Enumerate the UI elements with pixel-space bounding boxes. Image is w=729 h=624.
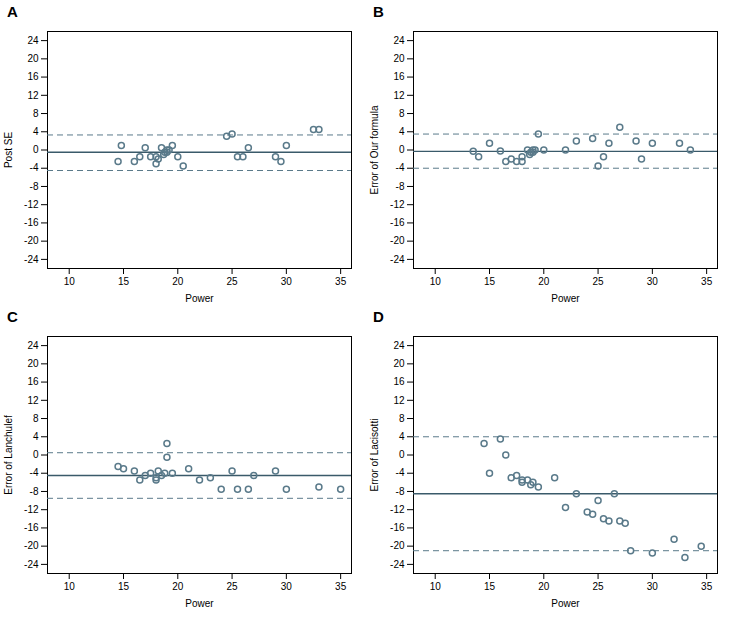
svg-text:-4: -4	[30, 162, 39, 173]
svg-text:Error of Lacisotti: Error of Lacisotti	[369, 419, 380, 492]
svg-text:20: 20	[27, 53, 39, 64]
svg-text:-24: -24	[390, 559, 405, 570]
svg-text:-8: -8	[30, 181, 39, 192]
svg-text:8: 8	[33, 108, 39, 119]
svg-text:12: 12	[27, 90, 39, 101]
html-text:A: A	[7, 3, 18, 20]
svg-text:15: 15	[118, 276, 130, 287]
svg-text:0: 0	[33, 449, 39, 460]
svg-text:-12: -12	[24, 199, 39, 210]
svg-text:20: 20	[538, 581, 550, 592]
svg-text:-20: -20	[390, 235, 405, 246]
svg-text:24: 24	[27, 340, 39, 351]
svg-text:25: 25	[593, 276, 605, 287]
svg-text:-20: -20	[24, 540, 39, 551]
svg-text:24: 24	[27, 35, 39, 46]
svg-text:Error of Our formula: Error of Our formula	[369, 105, 380, 194]
svg-text:0: 0	[33, 144, 39, 155]
svg-text:30: 30	[281, 581, 293, 592]
svg-text:35: 35	[701, 581, 713, 592]
svg-text:-20: -20	[390, 540, 405, 551]
svg-text:24: 24	[393, 340, 405, 351]
svg-text:15: 15	[484, 276, 496, 287]
svg-text:Power: Power	[551, 293, 580, 304]
svg-text:24: 24	[393, 35, 405, 46]
svg-text:30: 30	[647, 581, 659, 592]
html-text:B: B	[373, 3, 384, 20]
svg-text:-4: -4	[396, 162, 405, 173]
svg-text:4: 4	[399, 431, 405, 442]
svg-text:-16: -16	[24, 522, 39, 533]
svg-text:Power: Power	[185, 598, 214, 609]
svg-text:-16: -16	[24, 217, 39, 228]
svg-text:-8: -8	[396, 486, 405, 497]
html-text:C: C	[7, 308, 18, 325]
svg-text:12: 12	[393, 90, 405, 101]
svg-text:Power: Power	[551, 598, 580, 609]
svg-text:20: 20	[172, 276, 184, 287]
svg-text:-24: -24	[390, 254, 405, 265]
svg-text:-4: -4	[396, 467, 405, 478]
svg-text:16: 16	[27, 71, 39, 82]
svg-text:Error of Lanchulef: Error of Lanchulef	[3, 415, 14, 495]
svg-text:30: 30	[647, 276, 659, 287]
svg-text:-8: -8	[30, 486, 39, 497]
svg-text:16: 16	[27, 376, 39, 387]
svg-text:-20: -20	[24, 235, 39, 246]
svg-text:4: 4	[399, 126, 405, 137]
svg-text:20: 20	[172, 581, 184, 592]
svg-text:30: 30	[281, 276, 293, 287]
svg-text:20: 20	[27, 358, 39, 369]
svg-text:-16: -16	[390, 522, 405, 533]
svg-text:-12: -12	[390, 504, 405, 515]
svg-text:16: 16	[393, 376, 405, 387]
svg-text:12: 12	[27, 395, 39, 406]
svg-text:16: 16	[393, 71, 405, 82]
svg-text:10: 10	[430, 276, 442, 287]
svg-text:4: 4	[33, 126, 39, 137]
svg-text:-24: -24	[24, 254, 39, 265]
svg-text:20: 20	[393, 53, 405, 64]
svg-text:4: 4	[33, 431, 39, 442]
svg-text:10: 10	[430, 581, 442, 592]
svg-text:25: 25	[227, 581, 239, 592]
svg-text:8: 8	[399, 413, 405, 424]
svg-text:-8: -8	[396, 181, 405, 192]
svg-text:0: 0	[399, 449, 405, 460]
svg-text:-16: -16	[390, 217, 405, 228]
svg-text:-4: -4	[30, 467, 39, 478]
svg-text:8: 8	[33, 413, 39, 424]
svg-text:25: 25	[593, 581, 605, 592]
svg-text:10: 10	[64, 276, 76, 287]
svg-text:-12: -12	[390, 199, 405, 210]
svg-text:10: 10	[64, 581, 76, 592]
svg-text:20: 20	[393, 358, 405, 369]
svg-text:Post SE: Post SE	[3, 132, 14, 168]
svg-text:20: 20	[538, 276, 550, 287]
svg-text:0: 0	[399, 144, 405, 155]
svg-text:35: 35	[335, 276, 347, 287]
svg-text:15: 15	[484, 581, 496, 592]
svg-text:35: 35	[335, 581, 347, 592]
svg-text:Power: Power	[185, 293, 214, 304]
svg-text:8: 8	[399, 108, 405, 119]
html-text:D: D	[373, 308, 384, 325]
svg-text:-12: -12	[24, 504, 39, 515]
svg-text:-24: -24	[24, 559, 39, 570]
svg-text:15: 15	[118, 581, 130, 592]
svg-text:25: 25	[227, 276, 239, 287]
svg-text:35: 35	[701, 276, 713, 287]
svg-text:12: 12	[393, 395, 405, 406]
